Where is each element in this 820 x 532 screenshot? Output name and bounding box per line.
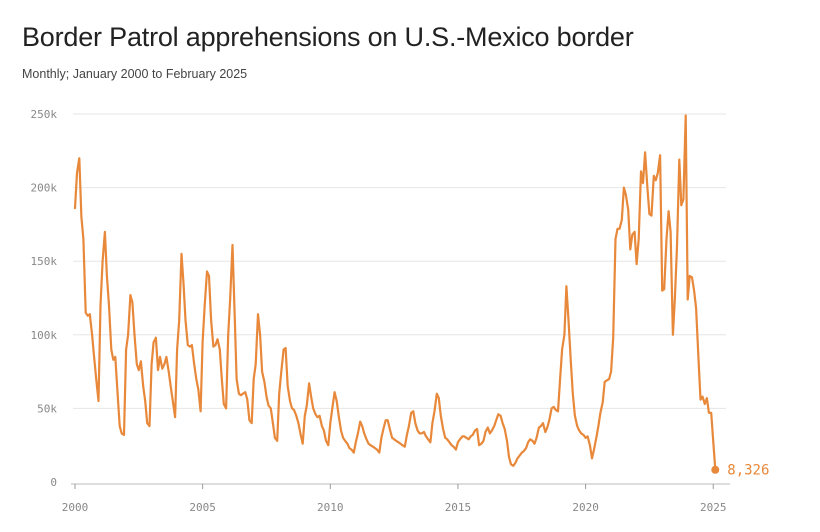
x-tick-label: 2010 <box>317 501 344 514</box>
y-tick-label: 100k <box>31 329 58 342</box>
y-tick-label: 200k <box>31 182 58 195</box>
chart-title: Border Patrol apprehensions on U.S.-Mexi… <box>22 22 634 52</box>
end-value-label: 8,326 <box>727 463 769 479</box>
chart-subtitle: Monthly; January 2000 to February 2025 <box>22 67 248 81</box>
y-tick-label: 250k <box>31 108 58 121</box>
x-tick-label: 2005 <box>189 501 216 514</box>
end-point-marker <box>711 465 720 474</box>
x-axis: 2000 2005 2010 2015 2020 2025 <box>62 483 730 514</box>
y-tick-label: 50k <box>37 402 57 415</box>
y-tick-label: 150k <box>31 255 58 268</box>
x-tick-label: 2020 <box>572 501 599 514</box>
gridlines <box>73 113 726 409</box>
y-axis-ticks: 0 50k 100k 150k 200k 250k <box>31 108 58 489</box>
x-tick-label: 2015 <box>445 501 472 514</box>
series-line <box>73 114 717 471</box>
x-tick-label: 2025 <box>700 501 727 514</box>
series-group: 8,326 <box>73 114 769 479</box>
y-tick-label: 0 <box>50 476 57 489</box>
x-tick-label: 2000 <box>62 501 89 514</box>
